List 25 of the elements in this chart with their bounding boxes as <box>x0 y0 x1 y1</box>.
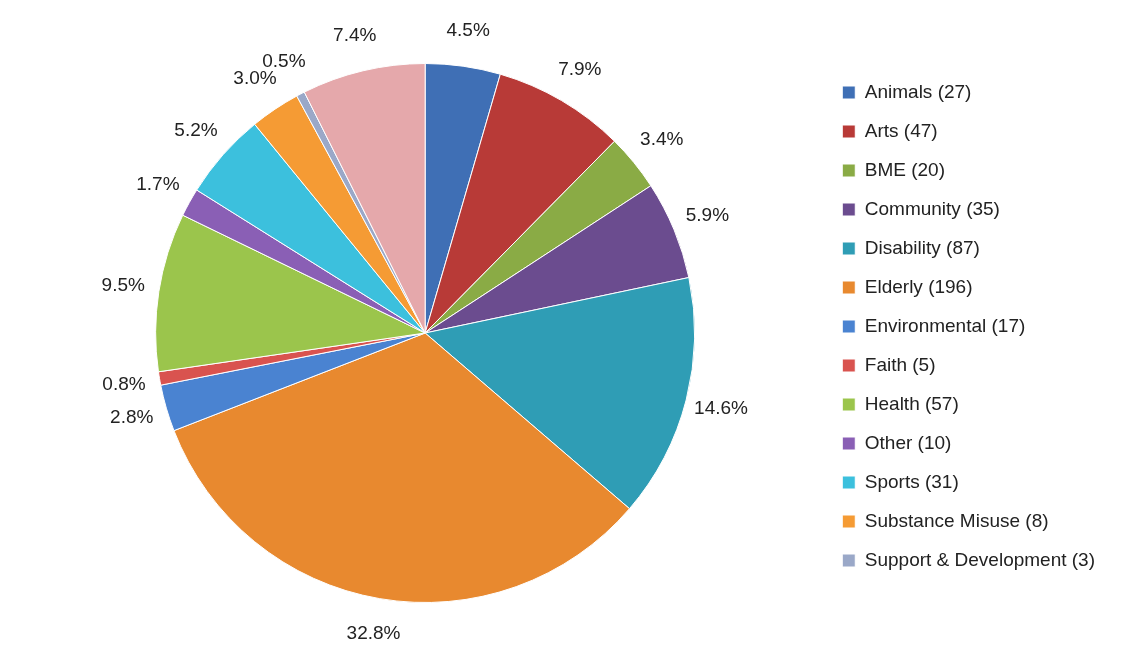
legend-label: Animals (27) <box>864 80 972 102</box>
legend-label: Community (35) <box>864 197 1000 219</box>
legend-label: Faith (5) <box>864 353 936 375</box>
data-label: 14.6% <box>694 397 749 419</box>
legend-label: Environmental (17) <box>864 314 1026 336</box>
legend-label: Sports (31) <box>864 470 959 492</box>
data-label: 2.8% <box>110 406 154 428</box>
data-label: 7.9% <box>558 57 602 79</box>
legend-label: Disability (87) <box>864 236 980 258</box>
legend-label: Other (10) <box>864 431 952 453</box>
legend-label: Substance Misuse (8) <box>864 509 1049 531</box>
data-label: 5.9% <box>685 204 730 226</box>
data-label: 5.2% <box>174 119 218 141</box>
data-label: 7.4% <box>333 23 377 45</box>
legend-label: Health (57) <box>864 392 959 414</box>
data-label: 0.8% <box>102 372 146 394</box>
data-label: 9.5% <box>101 274 146 296</box>
data-label: 32.8% <box>346 622 401 644</box>
legend-label: BME (20) <box>864 158 946 180</box>
legend-label: Support & Development (3) <box>864 548 1096 570</box>
legend-label: Elderly (196) <box>864 275 973 297</box>
data-label: 4.5% <box>446 18 490 40</box>
data-label: 1.7% <box>136 173 180 195</box>
legend-label: Arts (47) <box>864 119 938 141</box>
data-label: 3.4% <box>640 127 684 149</box>
